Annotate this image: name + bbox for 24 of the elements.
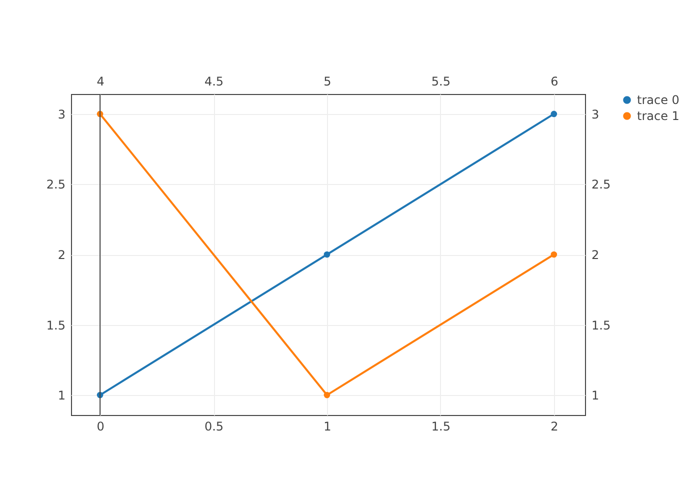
y-tick-label: 2.5 xyxy=(46,178,66,192)
y2-tick-label: 2 xyxy=(592,248,600,262)
x2-tick-label: 5 xyxy=(324,74,332,88)
x-tick-label: 0 xyxy=(96,420,104,434)
point xyxy=(324,251,330,258)
x2-tick-label: 5.5 xyxy=(431,74,450,88)
y2-tick-label: 2.5 xyxy=(592,178,611,192)
x-tick-label: 0.5 xyxy=(204,420,224,434)
y-tick-label: 3 xyxy=(58,107,66,122)
y2-tick-label: 3 xyxy=(592,107,600,122)
point xyxy=(550,110,558,118)
x2-tick-label: 4.5 xyxy=(204,74,224,88)
y2-tick-label: 1.5 xyxy=(592,318,611,332)
y-tick-label: 2 xyxy=(58,248,66,262)
x2-tick-label: 6 xyxy=(550,74,558,88)
x-tick-label: 2 xyxy=(550,420,558,434)
x-tick-label: 1.5 xyxy=(431,420,450,434)
legend-label: trace 0 xyxy=(637,93,680,107)
x2-tick-label: 4 xyxy=(96,74,104,88)
y-tick-label: 1.5 xyxy=(46,318,66,332)
x-tick-label: 1 xyxy=(324,420,332,434)
legend-label: trace 1 xyxy=(637,109,680,123)
y-tick-label: 1 xyxy=(58,388,66,403)
y2-tick-label: 1 xyxy=(592,388,600,403)
